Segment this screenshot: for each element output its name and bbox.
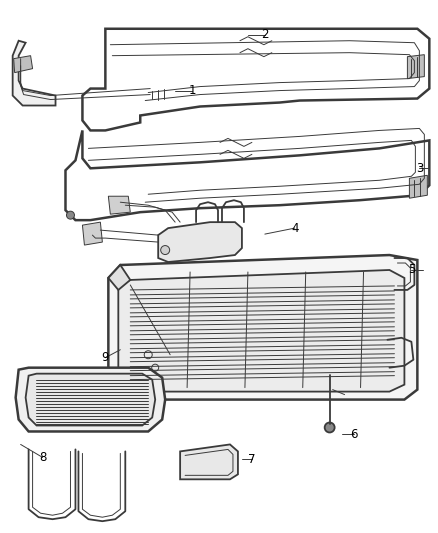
- Polygon shape: [145, 85, 170, 102]
- Polygon shape: [82, 29, 429, 131]
- Text: 8: 8: [39, 451, 46, 464]
- Polygon shape: [14, 55, 32, 72]
- Polygon shape: [108, 196, 130, 214]
- Polygon shape: [16, 368, 165, 432]
- Polygon shape: [118, 270, 404, 392]
- Polygon shape: [25, 374, 155, 425]
- Polygon shape: [82, 222, 102, 245]
- Text: 5: 5: [408, 263, 415, 277]
- Polygon shape: [180, 445, 238, 479]
- Polygon shape: [66, 131, 429, 220]
- Text: 9: 9: [102, 351, 109, 364]
- Circle shape: [161, 246, 170, 255]
- Polygon shape: [407, 55, 424, 78]
- Polygon shape: [108, 265, 130, 290]
- Polygon shape: [158, 222, 242, 262]
- Text: 7: 7: [248, 453, 256, 466]
- Text: 3: 3: [416, 162, 423, 175]
- Polygon shape: [410, 175, 427, 198]
- Circle shape: [162, 264, 169, 271]
- Polygon shape: [13, 41, 56, 106]
- Circle shape: [325, 423, 335, 432]
- Text: 4: 4: [291, 222, 299, 235]
- Text: 1: 1: [188, 84, 196, 97]
- Text: 6: 6: [350, 428, 357, 441]
- Polygon shape: [108, 255, 417, 400]
- Circle shape: [67, 211, 74, 219]
- Text: 2: 2: [261, 28, 268, 41]
